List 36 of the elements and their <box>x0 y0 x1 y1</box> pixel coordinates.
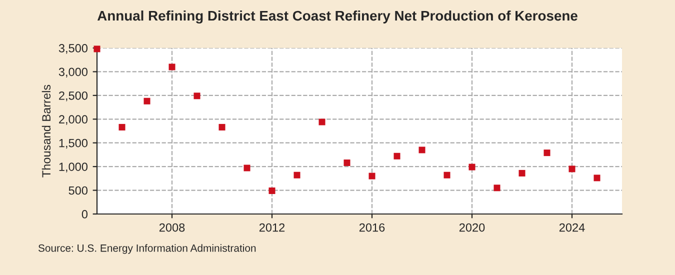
point <box>394 152 400 160</box>
y-tick-label: 0 <box>82 210 88 218</box>
point <box>518 170 526 176</box>
point <box>544 150 550 156</box>
point <box>568 166 576 172</box>
y-tick-label: 3,500 <box>58 44 88 54</box>
x-tick-label: 2024 <box>559 223 585 232</box>
point <box>418 146 426 154</box>
point <box>244 164 250 172</box>
point <box>344 160 350 166</box>
point <box>494 184 500 192</box>
x-tick-label: 2020 <box>459 223 485 232</box>
y-tick-label: 1,500 <box>59 138 88 149</box>
point <box>318 118 326 126</box>
y-tick-label: 500 <box>68 186 88 195</box>
point <box>144 98 150 104</box>
y-tick-label: 3,000 <box>58 68 88 78</box>
point <box>294 172 300 178</box>
y-tick-label: 1,000 <box>59 162 88 172</box>
point <box>594 174 600 182</box>
point <box>368 172 376 180</box>
y-tick-label: 2,000 <box>59 115 88 125</box>
x-tick-label: 2016 <box>359 223 385 232</box>
point <box>268 188 276 194</box>
point <box>168 64 176 70</box>
x-tick-label: 2008 <box>159 223 185 232</box>
x-tick-label: 2012 <box>259 223 285 232</box>
y-axis-title: Thousand Barrels <box>42 84 51 178</box>
point <box>118 124 126 130</box>
point <box>468 164 476 170</box>
point <box>194 92 200 100</box>
y-tick-label: 2,500 <box>59 91 88 102</box>
source-note: Source: U.S. Energy Information Administration <box>38 244 256 254</box>
point <box>218 124 226 130</box>
chart-title: Annual Refining District East Coast Refinery Net Production of Kerosene <box>97 10 578 24</box>
point <box>444 172 450 178</box>
